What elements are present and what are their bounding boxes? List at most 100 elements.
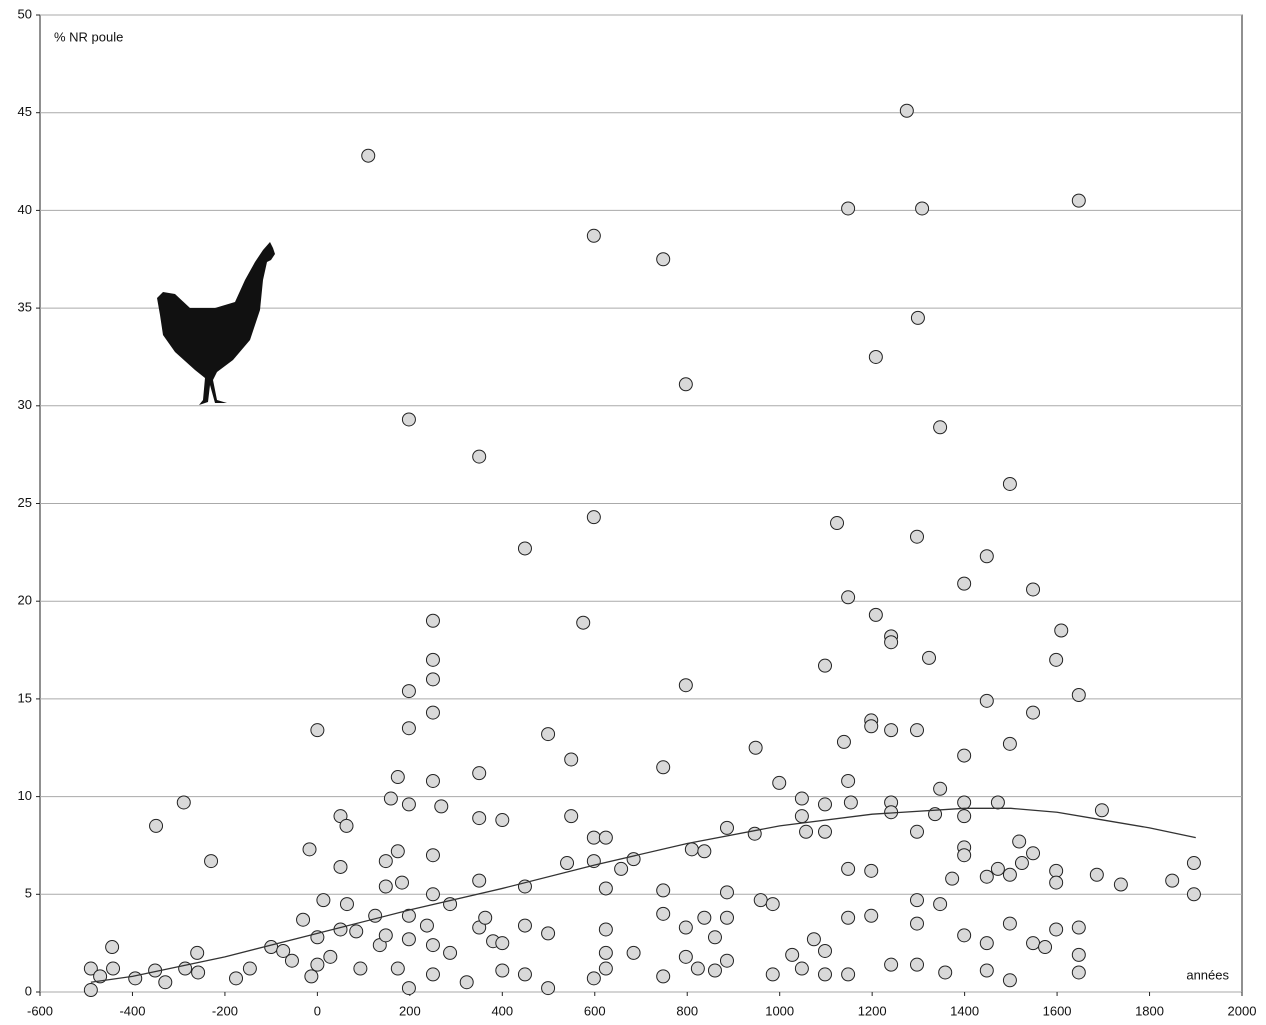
data-point bbox=[817, 797, 832, 812]
data-point bbox=[1071, 947, 1086, 962]
data-point bbox=[1026, 705, 1041, 720]
data-point bbox=[333, 922, 348, 937]
data-point bbox=[310, 723, 325, 738]
data-point bbox=[425, 705, 440, 720]
data-point bbox=[765, 967, 780, 982]
data-point bbox=[1049, 875, 1064, 890]
data-point bbox=[909, 529, 924, 544]
data-point bbox=[719, 953, 734, 968]
data-point bbox=[541, 727, 556, 742]
data-point bbox=[933, 420, 948, 435]
data-point bbox=[93, 969, 108, 984]
data-point bbox=[495, 813, 510, 828]
data-point bbox=[979, 549, 994, 564]
data-point bbox=[957, 928, 972, 943]
data-point bbox=[979, 963, 994, 978]
data-point bbox=[841, 861, 856, 876]
x-tick-label: 1200 bbox=[858, 1003, 887, 1018]
data-point bbox=[678, 377, 693, 392]
data-point bbox=[296, 912, 311, 927]
data-point bbox=[541, 926, 556, 941]
data-point bbox=[541, 981, 556, 996]
data-point bbox=[576, 615, 591, 630]
data-point bbox=[979, 936, 994, 951]
data-point bbox=[868, 607, 883, 622]
data-point bbox=[459, 975, 474, 990]
data-point bbox=[443, 945, 458, 960]
chicken-body bbox=[157, 242, 275, 405]
data-point bbox=[678, 678, 693, 693]
trend-line bbox=[90, 807, 1196, 983]
y-tick-label: 30 bbox=[18, 397, 32, 412]
data-point bbox=[425, 848, 440, 863]
data-point bbox=[841, 201, 856, 216]
data-point bbox=[83, 961, 98, 976]
x-tick-label: 1600 bbox=[1043, 1003, 1072, 1018]
data-point bbox=[339, 818, 354, 833]
data-point bbox=[401, 721, 416, 736]
data-point bbox=[1071, 965, 1086, 980]
data-point bbox=[656, 969, 671, 984]
data-point bbox=[748, 740, 763, 755]
data-point bbox=[425, 773, 440, 788]
data-point bbox=[707, 963, 722, 978]
y-axis-label: % NR poule bbox=[54, 29, 123, 44]
data-point bbox=[204, 854, 219, 869]
data-point bbox=[310, 957, 325, 972]
data-point bbox=[909, 723, 924, 738]
y-tick-label: 25 bbox=[18, 495, 32, 510]
data-point bbox=[678, 949, 693, 964]
data-point bbox=[656, 252, 671, 267]
data-point bbox=[1002, 867, 1017, 882]
data-point bbox=[817, 824, 832, 839]
data-point bbox=[434, 799, 449, 814]
data-point bbox=[794, 791, 809, 806]
data-point bbox=[1049, 863, 1064, 878]
data-point bbox=[586, 830, 601, 845]
data-point bbox=[841, 967, 856, 982]
data-point bbox=[864, 863, 879, 878]
data-point bbox=[841, 590, 856, 605]
data-point bbox=[656, 883, 671, 898]
data-point bbox=[626, 852, 641, 867]
data-point bbox=[626, 945, 641, 960]
data-point bbox=[276, 943, 291, 958]
data-point bbox=[1054, 623, 1069, 638]
data-point bbox=[841, 773, 856, 788]
data-point bbox=[1186, 887, 1201, 902]
data-point bbox=[979, 693, 994, 708]
data-point bbox=[1071, 920, 1086, 935]
data-point bbox=[957, 848, 972, 863]
data-point bbox=[472, 873, 487, 888]
x-tick-label: 1800 bbox=[1135, 1003, 1164, 1018]
data-point bbox=[1071, 687, 1086, 702]
data-point bbox=[425, 613, 440, 628]
data-point bbox=[957, 576, 972, 591]
data-point bbox=[697, 910, 712, 925]
y-tick-label: 15 bbox=[18, 690, 32, 705]
x-tick-label: -200 bbox=[212, 1003, 238, 1018]
data-point bbox=[401, 684, 416, 699]
data-point bbox=[378, 854, 393, 869]
data-point bbox=[910, 310, 925, 325]
y-tick-label: 20 bbox=[18, 593, 32, 608]
data-point bbox=[884, 723, 899, 738]
data-point bbox=[401, 981, 416, 996]
data-point bbox=[719, 820, 734, 835]
data-point bbox=[425, 672, 440, 687]
x-tick-label: 1400 bbox=[950, 1003, 979, 1018]
x-tick-label: 0 bbox=[314, 1003, 321, 1018]
data-point bbox=[586, 228, 601, 243]
data-point bbox=[684, 842, 699, 857]
data-point bbox=[401, 932, 416, 947]
y-tick-label: 40 bbox=[18, 202, 32, 217]
data-point bbox=[1094, 803, 1109, 818]
data-point bbox=[560, 856, 575, 871]
data-point bbox=[598, 945, 613, 960]
x-axis-label: années bbox=[1186, 967, 1229, 982]
data-point bbox=[390, 770, 405, 785]
data-point bbox=[957, 809, 972, 824]
data-point bbox=[915, 201, 930, 216]
data-point bbox=[794, 961, 809, 976]
data-point bbox=[1049, 922, 1064, 937]
